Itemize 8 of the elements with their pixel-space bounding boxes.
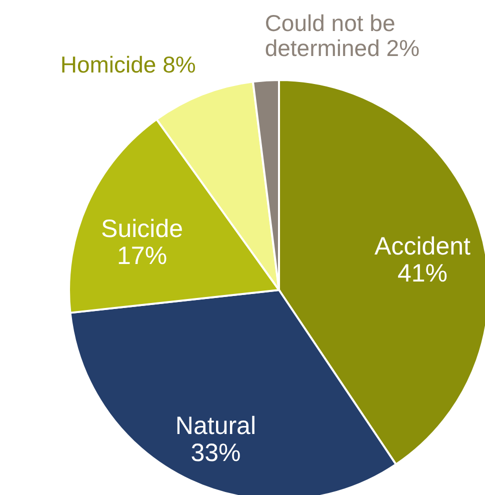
slice-label: Suicide — [101, 214, 184, 243]
slice-label: Homicide 8% — [60, 52, 196, 78]
slice-label: Accident — [374, 232, 470, 260]
data-label: 17% — [117, 242, 168, 270]
data-label: 33% — [190, 439, 241, 467]
slice-label: Could not be determined 2% — [264, 10, 420, 61]
slice-label: Natural — [175, 412, 256, 440]
data-label: 41% — [397, 259, 448, 288]
